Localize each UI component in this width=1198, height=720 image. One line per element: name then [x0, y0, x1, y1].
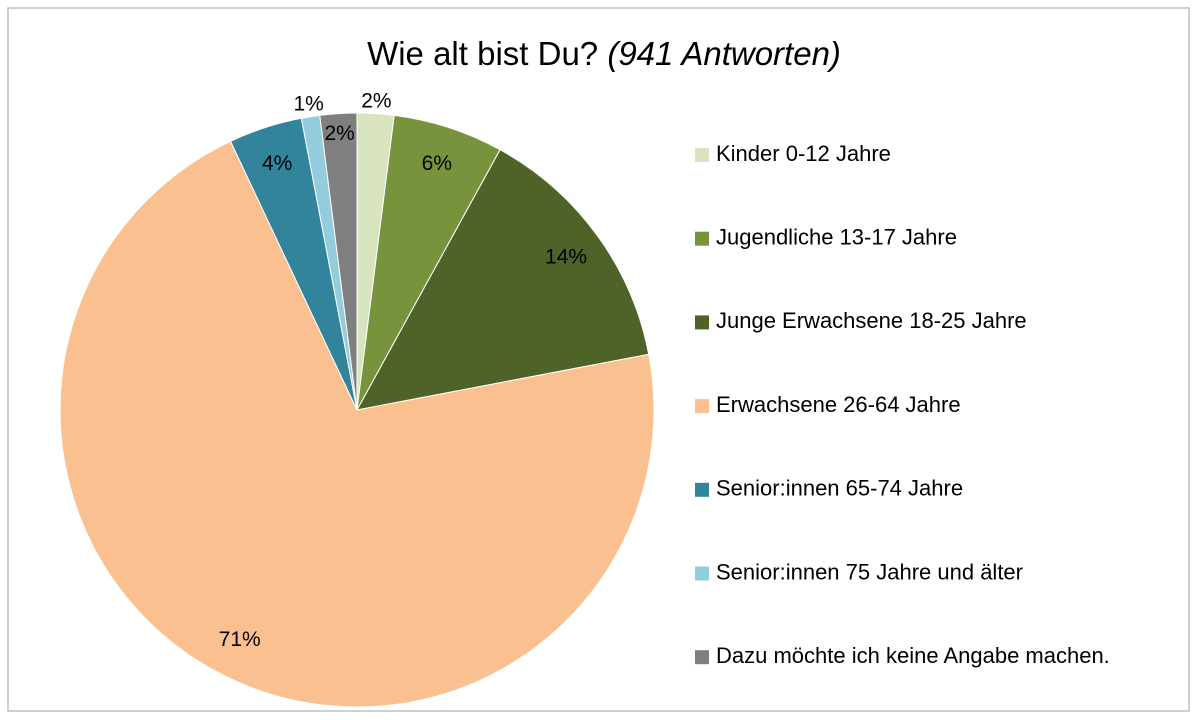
legend-swatch [695, 399, 709, 414]
legend-swatch [695, 231, 709, 246]
data-label: 14% [545, 246, 587, 269]
data-label: 71% [219, 628, 261, 651]
legend-label: Senior:innen 75 Jahre und älter [716, 559, 1023, 584]
chart-title: Wie alt bist Du? (941 Antworten) [367, 35, 841, 72]
data-label: 1% [294, 92, 324, 115]
legend-label: Senior:innen 65-74 Jahre [716, 476, 963, 501]
legend-label: Erwachsene 26-64 Jahre [716, 392, 961, 417]
pie-slice [319, 112, 358, 411]
legend-swatch [695, 482, 709, 497]
legend-label: Jugendliche 13-17 Jahre [716, 225, 957, 250]
legend-swatch [695, 650, 709, 665]
legend-swatch [695, 148, 709, 162]
legend-label: Dazu möchte ich keine Angabe machen. [716, 643, 1110, 668]
legend-label: Junge Erwachsene 18-25 Jahre [716, 308, 1027, 333]
legend-label: Kinder 0-12 Jahre [716, 141, 891, 166]
title: Wie alt bist Du? [367, 35, 598, 72]
legend-swatch [695, 566, 709, 581]
data-label: 2% [361, 89, 391, 112]
pie-slice [356, 149, 650, 411]
data-label: 4% [262, 152, 292, 175]
subtitle: (941 Antworten) [607, 35, 841, 72]
legend-swatch [695, 315, 709, 330]
data-label: 2% [324, 122, 354, 145]
pie-slice [59, 140, 655, 708]
data-label: 6% [422, 152, 452, 175]
